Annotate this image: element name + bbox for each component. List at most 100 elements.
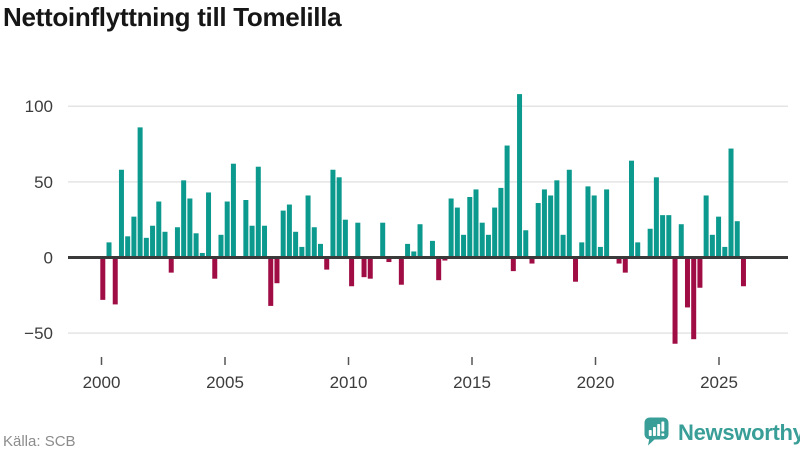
bar-2008-q2 bbox=[305, 195, 311, 258]
bar-2020-q4 bbox=[616, 257, 622, 264]
source-label: Källa: SCB bbox=[3, 433, 76, 450]
bar-2024-q2 bbox=[703, 195, 709, 258]
bar-2023-q2 bbox=[678, 224, 684, 258]
bar-2015-q2 bbox=[479, 222, 485, 258]
y-axis-label-100: 100 bbox=[25, 97, 53, 116]
y-axis-label-0: 0 bbox=[44, 249, 53, 268]
bar-2003-q4 bbox=[193, 233, 199, 258]
bar-2007-q3 bbox=[286, 204, 292, 258]
bar-2018-q1 bbox=[548, 195, 554, 258]
y-axis-label--50: −50 bbox=[24, 324, 53, 343]
bar-2014-q2 bbox=[454, 207, 460, 258]
x-axis-label-2010: 2010 bbox=[330, 373, 368, 392]
bar-2024-q4 bbox=[716, 216, 722, 258]
x-axis-label-2000: 2000 bbox=[83, 373, 121, 392]
bar-2007-q4 bbox=[293, 231, 299, 258]
bar-2025-q1 bbox=[722, 246, 728, 258]
bar-2004-q2 bbox=[206, 192, 212, 258]
bar-2017-q2 bbox=[529, 257, 535, 264]
bar-2017-q4 bbox=[541, 189, 547, 258]
bar-2025-q2 bbox=[728, 148, 734, 258]
chart-title: Nettoinflyttning till Tomelilla bbox=[3, 2, 342, 32]
bar-2024-q1 bbox=[697, 257, 703, 288]
bar-2019-q4 bbox=[591, 195, 597, 258]
bar-2001-q3 bbox=[137, 127, 143, 258]
bar-2014-q4 bbox=[467, 196, 473, 258]
bar-2013-q2 bbox=[429, 240, 435, 258]
bar-2004-q3 bbox=[212, 257, 218, 279]
bar-2016-q3 bbox=[510, 257, 516, 272]
bar-2016-q4 bbox=[517, 94, 523, 258]
bar-2020-q2 bbox=[604, 189, 610, 258]
bar-2018-q2 bbox=[554, 180, 560, 258]
newsworthy-wordmark: Newsworthy bbox=[678, 420, 800, 445]
bar-2023-q1 bbox=[672, 257, 678, 344]
bar-2004-q1 bbox=[199, 252, 205, 258]
bar-2024-q3 bbox=[709, 234, 715, 258]
bar-2007-q1 bbox=[274, 257, 280, 284]
bar-2021-q3 bbox=[635, 242, 641, 258]
bar-2007-q2 bbox=[280, 210, 286, 258]
bar-2008-q3 bbox=[311, 227, 317, 258]
x-axis-label-2015: 2015 bbox=[453, 373, 491, 392]
bar-2012-q2 bbox=[405, 243, 411, 258]
bar-2002-q4 bbox=[168, 257, 174, 273]
bar-2000-q3 bbox=[112, 257, 118, 305]
bar-2019-q3 bbox=[585, 186, 591, 258]
bar-2009-q1 bbox=[324, 257, 330, 270]
bar-2005-q2 bbox=[230, 163, 236, 258]
bar-2008-q1 bbox=[299, 246, 305, 258]
bar-2023-q4 bbox=[691, 257, 697, 340]
newsworthy-logo: Newsworthy bbox=[644, 417, 800, 446]
bar-2014-q3 bbox=[461, 234, 467, 258]
x-axis-label-2020: 2020 bbox=[577, 373, 615, 392]
bar-2025-q4 bbox=[740, 257, 746, 287]
bar-2006-q3 bbox=[262, 225, 268, 258]
bar-2013-q4 bbox=[442, 257, 448, 261]
bar-2000-q2 bbox=[106, 242, 112, 258]
bar-2017-q3 bbox=[535, 203, 541, 258]
x-axis-label-2025: 2025 bbox=[700, 373, 738, 392]
bar-2016-q1 bbox=[498, 187, 504, 258]
bar-2011-q2 bbox=[380, 222, 386, 258]
bar-2015-q3 bbox=[485, 234, 491, 258]
bar-2016-q2 bbox=[504, 145, 510, 258]
bar-2019-q1 bbox=[573, 257, 579, 282]
bar-2015-q1 bbox=[473, 189, 479, 258]
bar-2003-q3 bbox=[187, 198, 193, 258]
bar-2002-q3 bbox=[162, 231, 168, 258]
bar-2009-q4 bbox=[342, 219, 348, 258]
newsworthy-bubble-chart-icon bbox=[644, 417, 669, 446]
bar-2006-q4 bbox=[268, 257, 274, 306]
bar-2003-q1 bbox=[174, 227, 180, 258]
bar-2001-q4 bbox=[143, 237, 149, 258]
bar-2005-q1 bbox=[224, 201, 230, 258]
bar-2022-q1 bbox=[647, 228, 653, 258]
bar-2010-q4 bbox=[367, 257, 373, 279]
bar-2002-q1 bbox=[150, 225, 156, 258]
bar-2010-q1 bbox=[349, 257, 355, 287]
bar-2010-q3 bbox=[361, 257, 367, 278]
bar-2005-q4 bbox=[243, 200, 249, 258]
bar-2003-q2 bbox=[181, 180, 187, 258]
bar-2023-q3 bbox=[684, 257, 690, 308]
bar-2002-q2 bbox=[156, 201, 162, 258]
bar-2009-q3 bbox=[336, 177, 342, 258]
bar-2015-q4 bbox=[492, 207, 498, 258]
bar-chart: 100 50 0 −50 2000 2005 2010 2015 2020 2025 bbox=[24, 94, 788, 392]
bar-2018-q4 bbox=[566, 169, 572, 258]
bar-2000-q4 bbox=[118, 169, 124, 258]
bar-2010-q2 bbox=[355, 222, 361, 258]
bar-2006-q1 bbox=[249, 225, 255, 258]
bar-2012-q1 bbox=[398, 257, 404, 285]
bar-2019-q2 bbox=[579, 242, 585, 258]
bar-2012-q3 bbox=[411, 251, 417, 258]
bar-2006-q2 bbox=[255, 166, 261, 258]
bar-2020-q1 bbox=[597, 246, 603, 258]
bar-2008-q4 bbox=[318, 243, 323, 258]
bar-2014-q1 bbox=[448, 198, 454, 258]
bar-2022-q3 bbox=[660, 215, 666, 258]
bar-2018-q3 bbox=[560, 234, 566, 258]
x-axis-label-2005: 2005 bbox=[206, 373, 244, 392]
